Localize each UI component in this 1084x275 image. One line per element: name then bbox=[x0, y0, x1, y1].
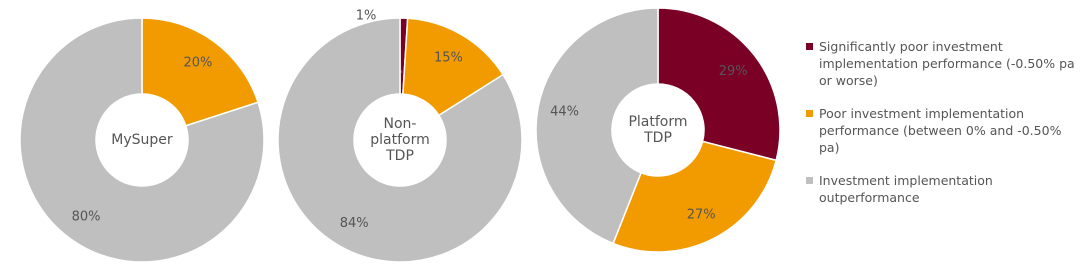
slice bbox=[535, 7, 659, 245]
slice bbox=[612, 140, 778, 253]
value-label: 1% bbox=[356, 9, 377, 24]
value-label: 20% bbox=[183, 56, 212, 71]
slice bbox=[141, 17, 259, 127]
legend-label: Poor investment implementation performan… bbox=[819, 106, 1062, 155]
value-label: 27% bbox=[687, 207, 716, 222]
legend-item: Investment implementation outperformance bbox=[806, 172, 1081, 206]
center-label: MySuper bbox=[111, 132, 173, 148]
slice bbox=[402, 17, 505, 117]
legend-swatch bbox=[806, 177, 813, 184]
center-label: Non-platform TDP bbox=[370, 116, 430, 164]
center-label: Platform TDP bbox=[628, 114, 688, 146]
slice bbox=[277, 17, 523, 263]
value-label: 15% bbox=[434, 51, 463, 66]
legend-swatch bbox=[806, 110, 813, 117]
legend-item: Poor investment implementation performan… bbox=[806, 105, 1081, 156]
legend-item: Significantly poor investment implementa… bbox=[806, 38, 1081, 89]
legend: Significantly poor investment implementa… bbox=[806, 38, 1081, 222]
legend-label: Investment implementation outperformance bbox=[819, 173, 993, 205]
legend-swatch bbox=[806, 43, 813, 50]
value-label: 44% bbox=[550, 105, 579, 120]
slice bbox=[19, 17, 265, 263]
value-label: 84% bbox=[340, 216, 369, 231]
legend-label: Significantly poor investment implementa… bbox=[819, 39, 1075, 88]
value-label: 80% bbox=[72, 209, 101, 224]
value-label: 29% bbox=[719, 64, 748, 79]
slice bbox=[657, 7, 781, 162]
